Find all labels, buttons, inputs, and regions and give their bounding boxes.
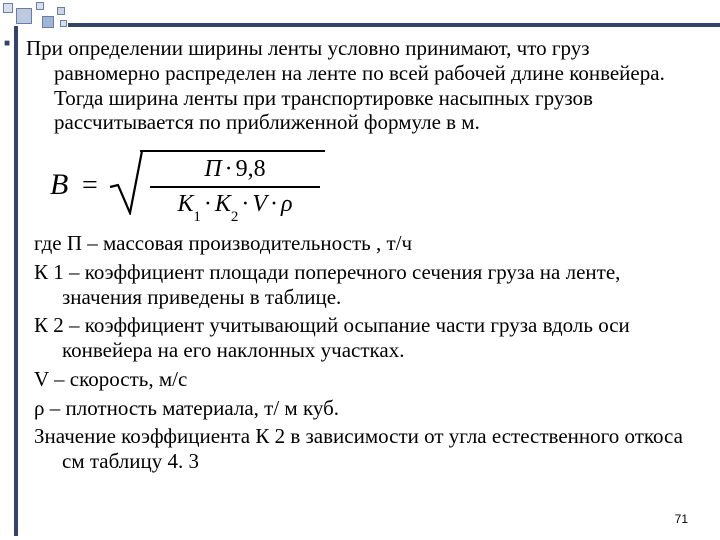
formula-fraction: П·9,8 К1·К2·V·ρ: [150, 155, 320, 223]
den-v: V: [252, 191, 267, 217]
deco-square: [36, 2, 44, 10]
num-p: П: [204, 156, 221, 182]
deco-square: [3, 3, 13, 13]
where-label: где: [34, 231, 62, 255]
formula-lhs: B: [50, 167, 68, 202]
formula-sqrt: П·9,8 К1·К2·V·ρ: [108, 147, 338, 215]
def-p-text: П – массовая производительность , т/ч: [67, 231, 412, 255]
def-p: где П – массовая производительность , т/…: [34, 231, 694, 256]
deco-square: [16, 8, 32, 24]
deco-square: [60, 20, 67, 27]
slide-content: При определении ширины ленты условно при…: [34, 36, 694, 478]
den-k1: К: [177, 191, 193, 217]
def-v: V – скорость, м/с: [34, 367, 694, 392]
fraction-numerator: П·9,8: [150, 155, 320, 185]
den-k2: К: [215, 191, 231, 217]
deco-square: [57, 7, 65, 15]
formula: B = П·9,8 К1·К2·V·ρ: [50, 147, 694, 217]
def-k2-note: Значение коэффициента К 2 в зависимости …: [34, 424, 694, 474]
den-k2-sub: 2: [231, 209, 239, 225]
sqrt-vinculum: [140, 150, 325, 152]
fraction-line: [150, 186, 320, 188]
formula-equals: =: [82, 169, 98, 202]
def-k2: К 2 – коэффициент учитывающий осыпание ч…: [34, 313, 694, 363]
side-divider: [14, 26, 18, 536]
intro-paragraph: При определении ширины ленты условно при…: [34, 36, 694, 135]
fraction-denominator: К1·К2·V·ρ: [150, 189, 320, 222]
den-k1-sub: 1: [193, 209, 201, 225]
def-rho: ρ – плотность материала, т/ м куб.: [34, 396, 694, 421]
den-rho: ρ: [281, 191, 293, 217]
def-k1: К 1 – коэффициент площади поперечного се…: [34, 260, 694, 310]
num-const: 9,8: [236, 156, 266, 182]
page-number: 71: [675, 512, 688, 526]
deco-square: [42, 16, 54, 28]
top-divider: [68, 23, 720, 27]
sqrt-radical-icon: [108, 147, 148, 215]
